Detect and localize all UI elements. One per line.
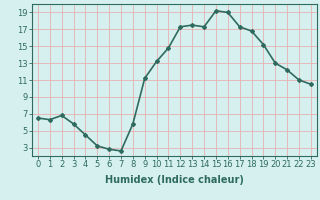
X-axis label: Humidex (Indice chaleur): Humidex (Indice chaleur)	[105, 175, 244, 185]
